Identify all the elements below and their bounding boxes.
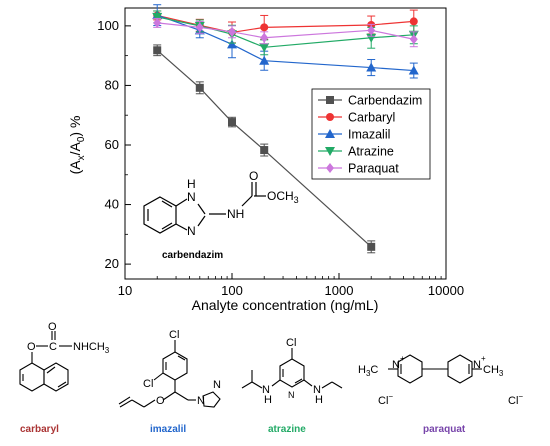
paraquat-point (228, 26, 236, 37)
x-axis: 10 100 1000 10000 (118, 273, 464, 298)
x-tick-label: 10 (118, 283, 132, 298)
carbendazim-structure (143, 182, 266, 234)
benzene-ring (143, 196, 177, 234)
paraquat-point (260, 32, 269, 43)
svg-text:carbendazim: carbendazim (162, 250, 223, 261)
legend: Carbendazim Carbaryl Imazalil Atrazine Paraq… (311, 88, 431, 180)
svg-text:N: N (187, 190, 196, 204)
svg-text:NH: NH (227, 207, 244, 221)
svg-text:H: H (315, 394, 323, 406)
atrazine-line (157, 16, 414, 48)
svg-text:CH3: CH3 (483, 364, 504, 378)
carbendazim-labels: H N N NH O OCH3 carbendazim (162, 169, 299, 261)
carbendazim-point (153, 46, 162, 55)
svg-text:O: O (27, 341, 36, 353)
svg-text:N: N (197, 395, 205, 407)
svg-text:N: N (473, 359, 481, 371)
atrazine-labels: Cl N H N H N atrazine (262, 337, 323, 435)
carbaryl-point (260, 23, 269, 32)
svg-text:Cl: Cl (286, 337, 296, 349)
svg-text:OCH3: OCH3 (267, 189, 299, 205)
svg-text:N: N (288, 390, 295, 400)
paraquat-line (157, 22, 414, 40)
svg-text:N: N (187, 224, 196, 238)
legend-marker-imazalil (325, 129, 335, 138)
y-axis-title: (Ax/A0) % (67, 116, 87, 175)
svg-text:NHCH3: NHCH3 (73, 341, 110, 355)
svg-text:O: O (48, 321, 57, 333)
carbaryl-labels: O O C NHCH3 carbaryl (20, 321, 110, 435)
imazalil-point (408, 65, 419, 75)
y-tick-label: 40 (105, 197, 119, 212)
legend-label-carbaryl: Carbaryl (348, 111, 395, 125)
legend-marker-carbaryl (326, 113, 334, 121)
carbaryl-point (409, 17, 418, 26)
y-tick-label: 80 (105, 77, 119, 92)
carbendazim-point (367, 242, 376, 251)
x-tick-label: 10000 (428, 283, 464, 298)
svg-text:imazalil: imazalil (150, 424, 186, 435)
paraquat-structure (388, 354, 482, 384)
imazalil-labels: Cl Cl O N N imazalil (143, 329, 221, 435)
svg-text:Cl−: Cl− (508, 392, 523, 407)
x-tick-label: 100 (221, 283, 243, 298)
svg-text:N: N (213, 379, 221, 391)
y-tick-label: 20 (105, 256, 119, 271)
series-imazalil (152, 4, 419, 79)
svg-text:N: N (392, 359, 400, 371)
paraquat-point (195, 22, 204, 33)
svg-text:N: N (262, 384, 270, 396)
y-tick-label: 100 (97, 18, 119, 33)
imazalil-point (366, 62, 377, 72)
legend-label-carbendazim: Carbendazim (348, 94, 422, 108)
imazalil-line (157, 14, 414, 72)
svg-text:carbaryl: carbaryl (20, 424, 59, 435)
series-atrazine (152, 10, 419, 56)
series-layer (152, 4, 419, 254)
series-carbendazim (153, 44, 376, 254)
legend-label-imazalil: Imazalil (348, 128, 390, 142)
svg-text:N: N (313, 384, 321, 396)
carbendazim-point (195, 83, 204, 92)
svg-text:paraquat: paraquat (423, 424, 466, 435)
series-paraquat (153, 17, 418, 48)
x-axis-title: Analyte concentration (ng/mL) (192, 297, 379, 313)
svg-text:O: O (156, 395, 165, 407)
atrazine-point (152, 12, 163, 22)
paraquat-point (409, 34, 418, 45)
x-tick-label: 1000 (325, 283, 354, 298)
paraquat-point (367, 25, 376, 36)
svg-text:Cl: Cl (169, 329, 179, 341)
legend-marker-carbendazim (326, 96, 334, 104)
paraquat-labels: H3C N + N + CH3 Cl− Cl− paraquat (358, 354, 523, 435)
svg-text:Cl: Cl (143, 378, 153, 390)
legend-marker-atrazine (325, 147, 335, 156)
svg-text:H: H (187, 177, 196, 191)
paraquat-point (153, 17, 162, 28)
carbendazim-point (228, 118, 236, 127)
atrazine-point (259, 43, 270, 53)
svg-text:Cl−: Cl− (378, 392, 393, 407)
svg-text:+: + (400, 354, 405, 363)
svg-text:H: H (264, 394, 272, 406)
carbaryl-line (157, 14, 414, 34)
imazalil-point (259, 55, 270, 65)
imazalil-point (227, 39, 237, 49)
legend-label-paraquat: Paraquat (348, 162, 399, 176)
svg-text:+: + (481, 354, 486, 363)
legend-label-atrazine: Atrazine (348, 145, 394, 159)
atrazine-structure (241, 348, 343, 389)
svg-text:atrazine: atrazine (268, 424, 306, 435)
svg-text:C: C (49, 341, 57, 353)
plot-frame (124, 7, 447, 280)
imazalil-structure (118, 340, 221, 408)
y-tick-label: 60 (105, 137, 119, 152)
y-axis: 20 40 60 80 100 (97, 18, 131, 271)
svg-text:O: O (249, 169, 258, 183)
carbaryl-structure (19, 331, 72, 392)
legend-marker-paraquat (326, 163, 334, 173)
carbendazim-point (260, 146, 269, 155)
svg-text:H3C: H3C (358, 364, 378, 378)
